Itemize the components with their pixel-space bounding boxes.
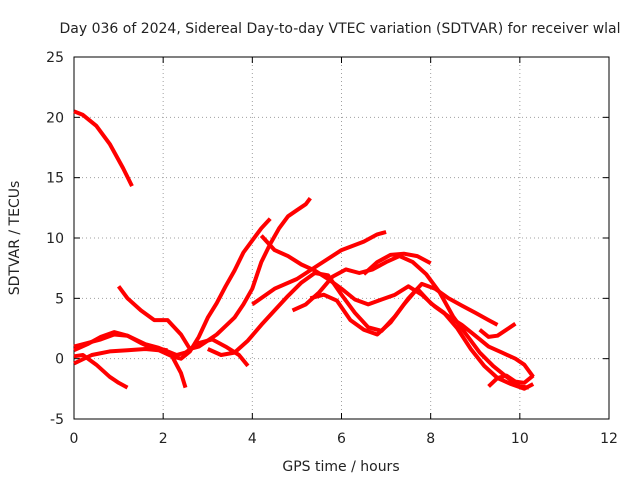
y-tick-label: 20 <box>46 110 64 126</box>
series-line-arc-9 <box>259 234 535 378</box>
series-line-arc-8 <box>206 271 499 357</box>
y-tick-label: -5 <box>50 412 64 428</box>
x-axis-label: GPS time / hours <box>282 459 399 475</box>
series-line-arc-3 <box>73 353 129 390</box>
series-line-arc-4 <box>73 347 188 389</box>
series-line-arc-5 <box>73 332 168 353</box>
y-axis-label: SDTVAR / TECUs <box>7 181 23 296</box>
series-line-arc-11 <box>251 230 387 307</box>
x-tick-label: 12 <box>600 431 618 447</box>
y-tick-label: 0 <box>55 352 64 368</box>
series-line-arc-10 <box>291 254 530 390</box>
data-series <box>73 109 535 391</box>
y-tick-label: 25 <box>46 50 64 66</box>
series-line-arc-6 <box>116 196 312 351</box>
x-tick-label: 6 <box>337 431 346 447</box>
y-tick-label: 10 <box>46 231 64 247</box>
axis-ticks: 0 2 4 6 8 10 12 -5 0 5 10 15 20 25 <box>46 50 618 447</box>
series-line-arc-13 <box>362 251 432 276</box>
x-tick-label: 4 <box>248 431 257 447</box>
x-tick-label: 0 <box>70 431 79 447</box>
x-tick-label: 8 <box>426 431 435 447</box>
chart-title: Day 036 of 2024, Sidereal Day-to-day VTE… <box>59 21 620 37</box>
y-tick-label: 5 <box>55 291 64 307</box>
series-line-arc-14 <box>487 373 535 388</box>
x-tick-label: 2 <box>159 431 168 447</box>
series-line-arc-15 <box>478 322 517 339</box>
series-line-arc-1 <box>73 109 134 187</box>
grid-lines <box>74 57 609 419</box>
y-tick-label: 15 <box>46 171 64 187</box>
series-line-arc-7 <box>161 217 272 361</box>
x-tick-label: 10 <box>511 431 529 447</box>
